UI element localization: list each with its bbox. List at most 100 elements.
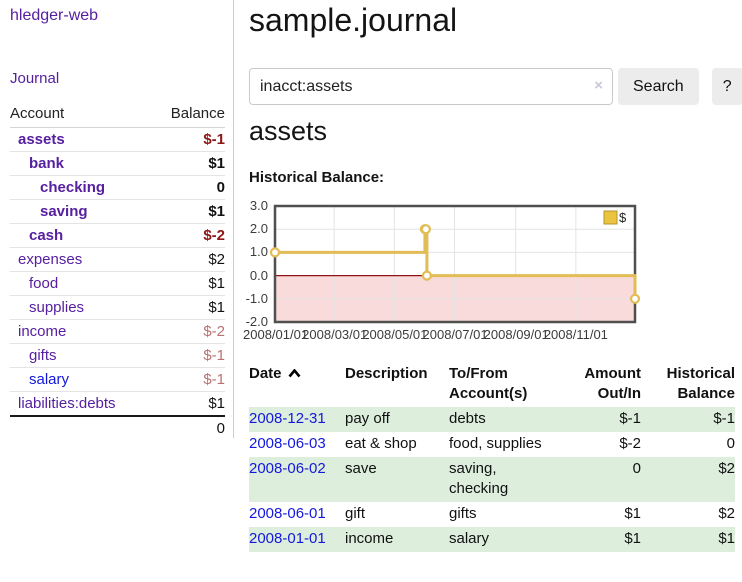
x-tick-label: 2008/07/01 bbox=[423, 327, 487, 342]
accounts-header-balance: Balance bbox=[152, 102, 225, 128]
accounts-total-spacer bbox=[10, 416, 152, 440]
account-row: checking 0 bbox=[10, 176, 225, 200]
legend-swatch-icon bbox=[604, 211, 617, 224]
transaction-amount: $1 bbox=[579, 527, 641, 552]
register-header-description: Description bbox=[345, 362, 449, 407]
account-balance: $2 bbox=[152, 248, 225, 272]
sidebar-account-link[interactable]: saving bbox=[40, 203, 88, 220]
search-input-wrap: × bbox=[249, 68, 613, 105]
account-balance: $1 bbox=[152, 272, 225, 296]
transaction-description: eat & shop bbox=[345, 432, 449, 457]
accounts-table: Account Balance assets$-1bank$1checking0… bbox=[10, 102, 225, 440]
sidebar-account-link[interactable]: expenses bbox=[18, 251, 82, 268]
accounts-total-balance: 0 bbox=[152, 416, 225, 440]
transaction-date-link[interactable]: 2008-12-31 bbox=[249, 410, 326, 427]
chart-y-axis: 3.02.01.00.0-1.0-2.0 bbox=[238, 206, 268, 322]
sidebar-account-link[interactable]: salary bbox=[29, 371, 69, 388]
search-input[interactable] bbox=[249, 68, 613, 105]
sidebar-account-link[interactable]: cash bbox=[29, 227, 63, 244]
transaction-accounts: salary bbox=[449, 527, 579, 552]
sidebar-account-link[interactable]: bank bbox=[29, 155, 64, 172]
transaction-amount: $-2 bbox=[579, 432, 641, 457]
account-row: assets $-1 bbox=[10, 128, 225, 152]
transaction-balance: $2 bbox=[641, 502, 735, 527]
accounts-total-row: 0 bbox=[10, 416, 225, 440]
account-balance: $-1 bbox=[152, 368, 225, 392]
sidebar-account-link[interactable]: gifts bbox=[29, 347, 57, 364]
x-tick-label: 2008/05/01 bbox=[362, 327, 426, 342]
transaction-date-link[interactable]: 2008-06-02 bbox=[249, 460, 326, 477]
data-point-marker bbox=[271, 248, 279, 256]
account-row: expenses $2 bbox=[10, 248, 225, 272]
account-balance: 0 bbox=[152, 176, 225, 200]
transaction-amount: $1 bbox=[579, 502, 641, 527]
x-tick-label: 2008/01/01 bbox=[243, 327, 307, 342]
chart-title: Historical Balance: bbox=[249, 169, 384, 186]
transaction-description: pay off bbox=[345, 407, 449, 432]
chart-plot: $ bbox=[275, 206, 635, 322]
transaction-date-link[interactable]: 2008-01-01 bbox=[249, 530, 326, 547]
account-balance: $-1 bbox=[152, 128, 225, 152]
transaction-amount: $-1 bbox=[579, 407, 641, 432]
y-tick-label: -1.0 bbox=[246, 291, 268, 307]
transaction-description: gift bbox=[345, 502, 449, 527]
account-row: bank$1 bbox=[10, 152, 225, 176]
transaction-accounts: food, supplies bbox=[449, 432, 579, 457]
transaction-amount: 0 bbox=[579, 457, 641, 502]
y-tick-label: 1.0 bbox=[250, 244, 268, 260]
y-tick-label: 3.0 bbox=[250, 198, 268, 214]
sidebar-account-link[interactable]: supplies bbox=[29, 299, 84, 316]
account-balance: $-2 bbox=[152, 320, 225, 344]
sidebar-account-link[interactable]: income bbox=[18, 323, 66, 340]
transaction-description: income bbox=[345, 527, 449, 552]
accounts-header-account: Account bbox=[10, 102, 152, 128]
accounts-header-row: Account Balance bbox=[10, 102, 225, 128]
sidebar-item-journal[interactable]: Journal bbox=[10, 70, 59, 87]
sidebar-account-link[interactable]: liabilities:debts bbox=[18, 395, 116, 412]
register-header-amount: Amount Out/In bbox=[579, 362, 641, 407]
account-balance: $1 bbox=[152, 200, 225, 224]
register-header-accounts: To/From Account(s) bbox=[449, 362, 579, 407]
search-bar: × Search ? bbox=[249, 68, 742, 105]
search-button[interactable]: Search bbox=[618, 68, 699, 105]
register-row: 2008-06-03 eat & shopfood, supplies$-20 bbox=[249, 432, 735, 457]
register-table: Date Description To/From Account(s) Amou… bbox=[249, 362, 735, 552]
legend-label: $ bbox=[619, 210, 627, 225]
app-title-link[interactable]: hledger-web bbox=[10, 7, 98, 25]
clear-search-icon[interactable]: × bbox=[594, 77, 603, 95]
x-tick-label: 2008/11/01 bbox=[544, 327, 608, 342]
transaction-balance: 0 bbox=[641, 432, 735, 457]
account-row: supplies $1 bbox=[10, 296, 225, 320]
register-header-date-label: Date bbox=[249, 365, 282, 382]
help-button[interactable]: ? bbox=[712, 68, 742, 105]
sidebar: hledger-web Journal Account Balance asse… bbox=[0, 0, 234, 438]
hledger-web-app: hledger-web Journal Account Balance asse… bbox=[0, 0, 742, 582]
account-balance: $-2 bbox=[152, 224, 225, 248]
transaction-balance: $1 bbox=[641, 527, 735, 552]
account-balance: $1 bbox=[152, 296, 225, 320]
account-balance: $1 bbox=[152, 392, 225, 417]
transaction-balance: $2 bbox=[641, 457, 735, 502]
sidebar-account-link[interactable]: food bbox=[29, 275, 58, 292]
account-row: salary $-1 bbox=[10, 368, 225, 392]
x-tick-label: 2008/03/01 bbox=[302, 327, 366, 342]
transaction-balance: $-1 bbox=[641, 407, 735, 432]
transaction-date-link[interactable]: 2008-06-01 bbox=[249, 505, 326, 522]
y-tick-label: 0.0 bbox=[250, 268, 268, 284]
account-balance: $-1 bbox=[152, 344, 225, 368]
page-title: sample.journal bbox=[249, 1, 457, 39]
sidebar-account-link[interactable]: checking bbox=[40, 179, 105, 196]
x-tick-label: 2008/09/01 bbox=[484, 327, 548, 342]
register-row: 2008-01-01incomesalary$1$1 bbox=[249, 527, 735, 552]
register-row: 2008-06-02savesaving, checking0$2 bbox=[249, 457, 735, 502]
register-row: 2008-12-31pay offdebts$-1$-1 bbox=[249, 407, 735, 432]
data-point-marker bbox=[423, 272, 431, 280]
account-row: food $1 bbox=[10, 272, 225, 296]
sort-ascending-icon bbox=[288, 369, 301, 378]
register-row: 2008-06-01giftgifts$1$2 bbox=[249, 502, 735, 527]
transaction-date-link[interactable]: 2008-06-03 bbox=[249, 435, 326, 452]
register-header-date[interactable]: Date bbox=[249, 362, 345, 407]
chart-x-axis: 2008/01/012008/03/012008/05/012008/07/01… bbox=[275, 327, 635, 343]
account-row: cash $-2 bbox=[10, 224, 225, 248]
sidebar-account-link[interactable]: assets bbox=[18, 131, 65, 148]
